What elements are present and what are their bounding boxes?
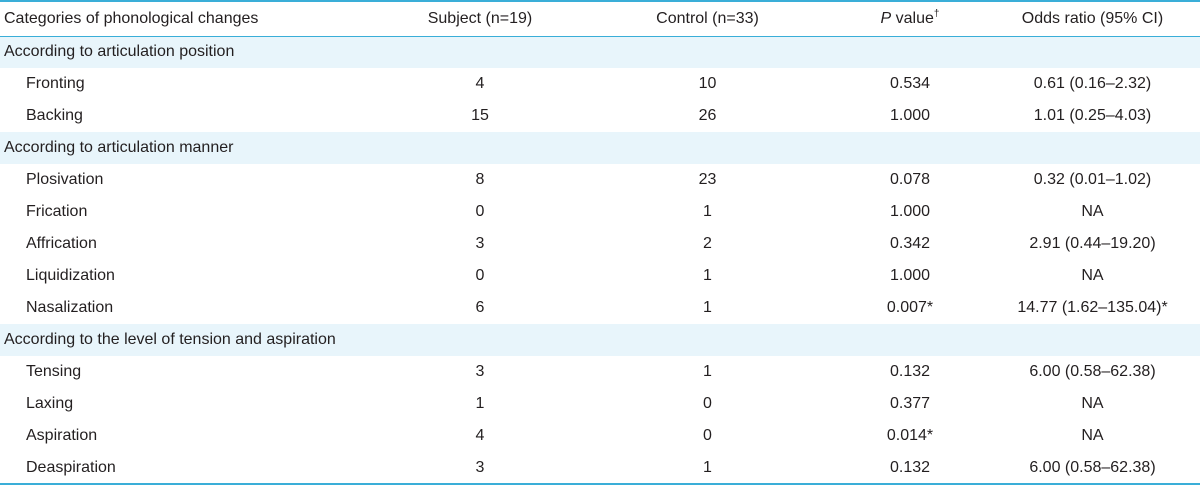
row-subject-cell: 4 [475,427,485,444]
table-row: Tensing 3 1 0.132 6.00 (0.58–62.38) [0,356,1200,388]
table-row: Plosivation 8 23 0.078 0.32 (0.01–1.02) [0,164,1200,196]
header-subject: Subject (n=19) [427,9,533,27]
row-p-value-cell: 0.342 [889,235,931,252]
row-odds-ratio-cell: 6.00 (0.58–62.38) [1029,363,1156,380]
row-subject-cell: 15 [471,107,489,124]
row-subject-cell: 4 [475,75,485,92]
section-row: According to articulation position [0,36,1200,68]
row-p-value-cell: 0.377 [889,395,931,412]
header-category: Categories of phonological changes [4,9,259,27]
row-p-value-cell: 1.000 [889,107,931,124]
row-p-value-cell: 0.534 [889,75,931,92]
row-odds-ratio-cell: NA [1081,203,1104,220]
section-row: According to the level of tension and as… [0,324,1200,356]
row-category-cell: Tensing [26,363,82,380]
table-row: Affrication 3 2 0.342 2.91 (0.44–19.20) [0,228,1200,260]
row-subject-cell: 6 [475,299,485,316]
row-subject-cell: 3 [475,363,485,380]
header-control: Control (n=33) [656,9,759,27]
row-control-cell: 1 [703,203,712,220]
row-odds-ratio-cell: NA [1081,427,1104,444]
table-row: Fronting 4 10 0.534 0.61 (0.16–2.32) [0,68,1200,100]
row-subject-cell: 3 [475,235,485,252]
header-odds-ratio: Odds ratio (95% CI) [1021,9,1164,27]
table-row: Backing 15 26 1.000 1.01 (0.25–4.03) [0,100,1200,132]
row-category-cell: Deaspiration [26,458,116,476]
row-control-cell: 0 [703,427,712,444]
row-category-cell: Frication [26,203,88,220]
row-p-value-cell: 0.132 [889,363,931,380]
header-p-rest: value [891,9,934,27]
row-odds-ratio-cell: 2.91 (0.44–19.20) [1029,235,1156,252]
table-row: Nasalization 6 1 0.007* 14.77 (1.62–135.04)* [0,292,1200,324]
row-p-value-cell: 0.007* [886,299,934,316]
row-subject-cell: 3 [475,458,485,476]
row-control-cell: 2 [703,235,712,252]
row-subject-cell: 8 [475,171,485,188]
row-odds-ratio-cell: NA [1081,267,1104,284]
header-row: Categories of phonological changes Subje… [0,1,1200,36]
section-title: According to the level of tension and as… [4,331,336,348]
header-p-value: P value† [835,1,985,36]
section-title: According to articulation manner [4,139,234,156]
table-row: Aspiration 4 0 0.014* NA [0,420,1200,452]
row-p-value-cell: 0.078 [889,171,931,188]
row-p-value-cell: 1.000 [889,267,931,284]
row-subject-cell: 0 [475,203,485,220]
section-row: According to articulation manner [0,132,1200,164]
row-control-cell: 1 [703,363,712,380]
header-p-italic: P [880,9,892,27]
row-subject-cell: 0 [475,267,485,284]
table-row: Frication 0 1 1.000 NA [0,196,1200,228]
table-row: Laxing 1 0 0.377 NA [0,388,1200,420]
row-p-value-cell: 1.000 [889,203,931,220]
row-odds-ratio-cell: 0.61 (0.16–2.32) [1033,75,1152,92]
row-category-cell: Affrication [26,235,97,252]
row-category-cell: Nasalization [26,299,114,316]
table-row: Liquidization 0 1 1.000 NA [0,260,1200,292]
row-odds-ratio-cell: 0.32 (0.01–1.02) [1033,171,1152,188]
row-subject-cell: 1 [475,395,485,412]
row-odds-ratio-cell: 1.01 (0.25–4.03) [1033,107,1152,124]
row-odds-ratio-cell: 14.77 (1.62–135.04)* [1017,299,1168,316]
table-header: Categories of phonological changes Subje… [0,1,1200,36]
row-control-cell: 1 [703,299,712,316]
row-category-cell: Plosivation [26,171,104,188]
section-title: According to articulation position [4,43,235,61]
row-control-cell: 10 [698,75,717,92]
row-control-cell: 0 [703,395,712,412]
row-control-cell: 26 [698,107,717,124]
row-p-value-cell: 0.014* [886,427,934,444]
row-category-cell: Fronting [26,75,85,92]
row-p-value-cell: 0.132 [889,458,931,476]
row-control-cell: 23 [698,171,717,188]
row-category-cell: Backing [26,107,83,124]
row-category-cell: Aspiration [26,427,98,444]
table-row: Deaspiration 3 1 0.132 6.00 (0.58–62.38) [0,452,1200,484]
row-category-cell: Liquidization [26,267,115,284]
table-body: According to articulation position Fronti… [0,36,1200,484]
row-control-cell: 1 [703,458,712,476]
row-control-cell: 1 [703,267,712,284]
dagger-footnote-mark: † [933,8,940,20]
row-category-cell: Laxing [26,395,74,412]
row-odds-ratio-cell: 6.00 (0.58–62.38) [1029,458,1156,476]
row-odds-ratio-cell: NA [1081,395,1104,412]
